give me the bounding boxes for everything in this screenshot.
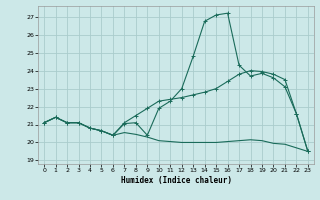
X-axis label: Humidex (Indice chaleur): Humidex (Indice chaleur) <box>121 176 231 185</box>
